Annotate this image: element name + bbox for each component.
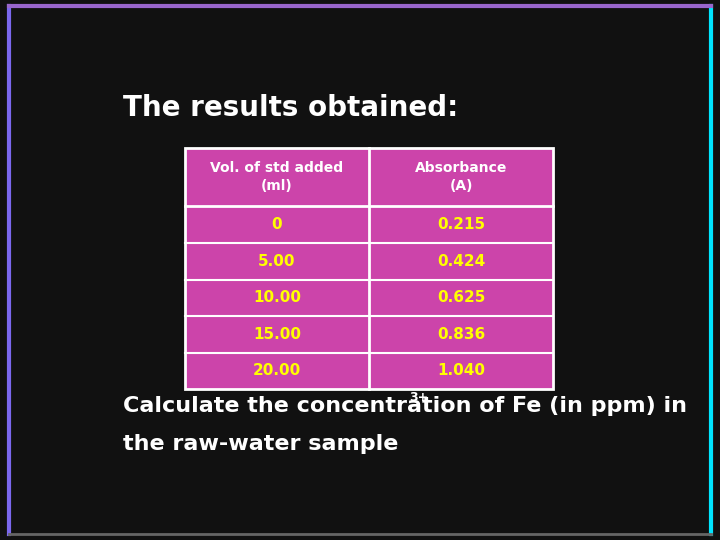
Text: Vol. of std added
(ml): Vol. of std added (ml) <box>210 161 343 193</box>
FancyBboxPatch shape <box>185 148 553 389</box>
Text: 15.00: 15.00 <box>253 327 301 342</box>
Text: 5.00: 5.00 <box>258 254 296 269</box>
Text: 10.00: 10.00 <box>253 291 301 305</box>
Text: 0: 0 <box>271 217 282 232</box>
Text: Calculate the concentration of Fe (in ppm) in: Calculate the concentration of Fe (in pp… <box>124 396 688 416</box>
Text: 1.040: 1.040 <box>437 363 485 379</box>
Text: 0.424: 0.424 <box>437 254 485 269</box>
Text: Absorbance
(A): Absorbance (A) <box>415 161 508 193</box>
Text: 0.215: 0.215 <box>437 217 485 232</box>
Text: 20.00: 20.00 <box>253 363 301 379</box>
Text: 0.836: 0.836 <box>437 327 485 342</box>
Text: 0.625: 0.625 <box>437 291 485 305</box>
Text: the raw-water sample: the raw-water sample <box>124 434 399 454</box>
Text: 3+: 3+ <box>409 390 428 404</box>
Text: The results obtained:: The results obtained: <box>124 94 459 122</box>
